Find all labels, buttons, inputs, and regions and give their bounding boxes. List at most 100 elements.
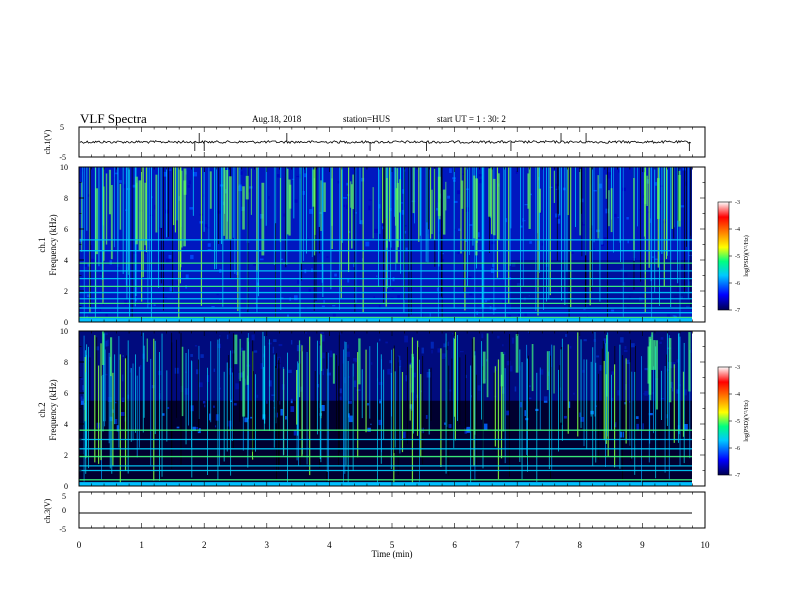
- ch1-colorbar-ticks: -3 -4 -5 -6 -7: [729, 200, 740, 314]
- spectro-texture: [321, 305, 325, 307]
- spectro-texture: [479, 179, 483, 184]
- spectro-texture: [124, 300, 127, 305]
- spectro-texture: [202, 401, 206, 404]
- spectro-burst: [286, 168, 289, 235]
- spectro-texture: [635, 416, 639, 419]
- ch1-ytick-bottom: -5: [59, 153, 66, 162]
- spectro-burst: [649, 338, 652, 401]
- spectro-texture: [165, 258, 170, 263]
- spectro-texture: [429, 313, 431, 317]
- spectro-burst: [433, 168, 436, 241]
- spectro-texture: [478, 174, 483, 177]
- spectro-texture: [176, 426, 180, 429]
- ch1-spectrogram-image: [79, 167, 692, 322]
- ch1-spectrogram-ytick-label: 2: [64, 287, 68, 296]
- spectro-burst: [225, 169, 229, 240]
- spectro-burst: [643, 172, 646, 237]
- spectro-texture: [618, 168, 620, 173]
- spectro-texture: [515, 171, 518, 174]
- time-axis-ticks: 0 1 2 3 4 5 6 7 8 9 10: [77, 540, 710, 550]
- ch2-colorbar: [717, 366, 730, 476]
- ch2-spectrogram-ytick-label: 2: [64, 451, 68, 460]
- spectro-texture: [491, 241, 496, 245]
- spectro-texture: [688, 254, 692, 256]
- spectro-texture: [211, 305, 215, 308]
- spectro-texture: [486, 299, 490, 301]
- spectro-texture: [374, 228, 379, 234]
- ch1-colorbar-tick-label: -7: [735, 308, 740, 314]
- ch3-ytick-bottom: -5: [59, 525, 66, 534]
- spectro-texture: [239, 171, 243, 175]
- ch3-ytick-mid: 0: [62, 506, 66, 515]
- spectro-burst: [332, 353, 335, 384]
- spectro-texture: [453, 200, 458, 203]
- spectro-texture: [519, 402, 523, 408]
- spectro-burst: [651, 332, 654, 370]
- ch1-colorbar-tick-label: -5: [735, 254, 740, 260]
- ch2-spectrogram-ytick-label: 0: [64, 482, 68, 491]
- spectro-texture: [190, 254, 194, 260]
- spectro-burst: [155, 174, 158, 233]
- spectro-texture: [541, 242, 544, 246]
- spectro-burst: [181, 346, 184, 417]
- ch1-spectrogram-ylabel: Frequency (kHz): [48, 214, 58, 275]
- spectro-burst: [246, 337, 249, 385]
- spectro-texture: [684, 424, 688, 431]
- ch3-waveform-ylabel: ch.3(V): [43, 498, 52, 523]
- spectro-texture: [332, 313, 336, 318]
- spectro-texture: [368, 205, 371, 211]
- spectro-texture: [334, 273, 337, 277]
- spectro-texture: [397, 294, 401, 300]
- spectro-burst: [279, 177, 282, 242]
- spectro-texture: [469, 292, 473, 296]
- spectro-burst: [261, 182, 265, 256]
- spectro-texture: [436, 287, 439, 292]
- spectro-texture: [273, 400, 275, 402]
- date-label: Aug.18, 2018: [252, 114, 302, 124]
- ch1-waveform-spikes: [194, 133, 690, 151]
- spectro-texture: [378, 419, 383, 426]
- frame-minor-ticks: [78, 127, 706, 528]
- ch2-spectrogram-ylabel-channel: ch.2: [37, 402, 47, 417]
- spectro-texture: [447, 195, 451, 199]
- spectro-texture: [365, 241, 370, 247]
- spectro-burst: [438, 167, 441, 220]
- ch1-spectrogram-ytick-label: 8: [64, 194, 68, 203]
- spectro-burst: [610, 188, 613, 233]
- spectro-burst: [138, 180, 142, 252]
- spectro-texture: [680, 205, 685, 208]
- spectro-burst: [527, 173, 530, 209]
- spectro-texture: [219, 298, 221, 301]
- ch2-colorbar-tick-label: -6: [735, 446, 740, 452]
- spectro-burst: [101, 331, 105, 366]
- spectro-texture: [524, 410, 526, 417]
- spectro-texture: [189, 207, 194, 210]
- spectro-texture: [296, 175, 301, 178]
- spectro-texture: [353, 210, 356, 215]
- spectro-burst: [486, 333, 489, 398]
- spectro-texture: [114, 172, 119, 175]
- spectro-texture: [581, 224, 586, 226]
- spectro-texture: [162, 413, 165, 416]
- spectro-texture: [87, 263, 91, 267]
- spectro-burst: [321, 334, 323, 372]
- ch2-colorbar-tick-label: -7: [735, 473, 740, 479]
- spectro-texture: [306, 238, 310, 240]
- spectro-texture: [311, 268, 313, 273]
- spectro-burst: [228, 176, 232, 240]
- spectro-texture: [464, 428, 468, 434]
- ch1-spectrogram-ytick-label: 0: [64, 318, 68, 327]
- spectro-texture: [484, 299, 488, 303]
- spectro-burst: [553, 345, 555, 394]
- spectro-texture: [581, 222, 583, 226]
- spectro-texture: [441, 259, 444, 262]
- spectro-texture: [105, 313, 108, 317]
- spectro-texture: [454, 228, 456, 231]
- spectro-texture: [484, 423, 488, 431]
- spectro-texture: [227, 420, 232, 427]
- spectro-texture: [654, 250, 657, 256]
- spectro-burst: [633, 178, 635, 251]
- spectro-texture: [298, 173, 303, 179]
